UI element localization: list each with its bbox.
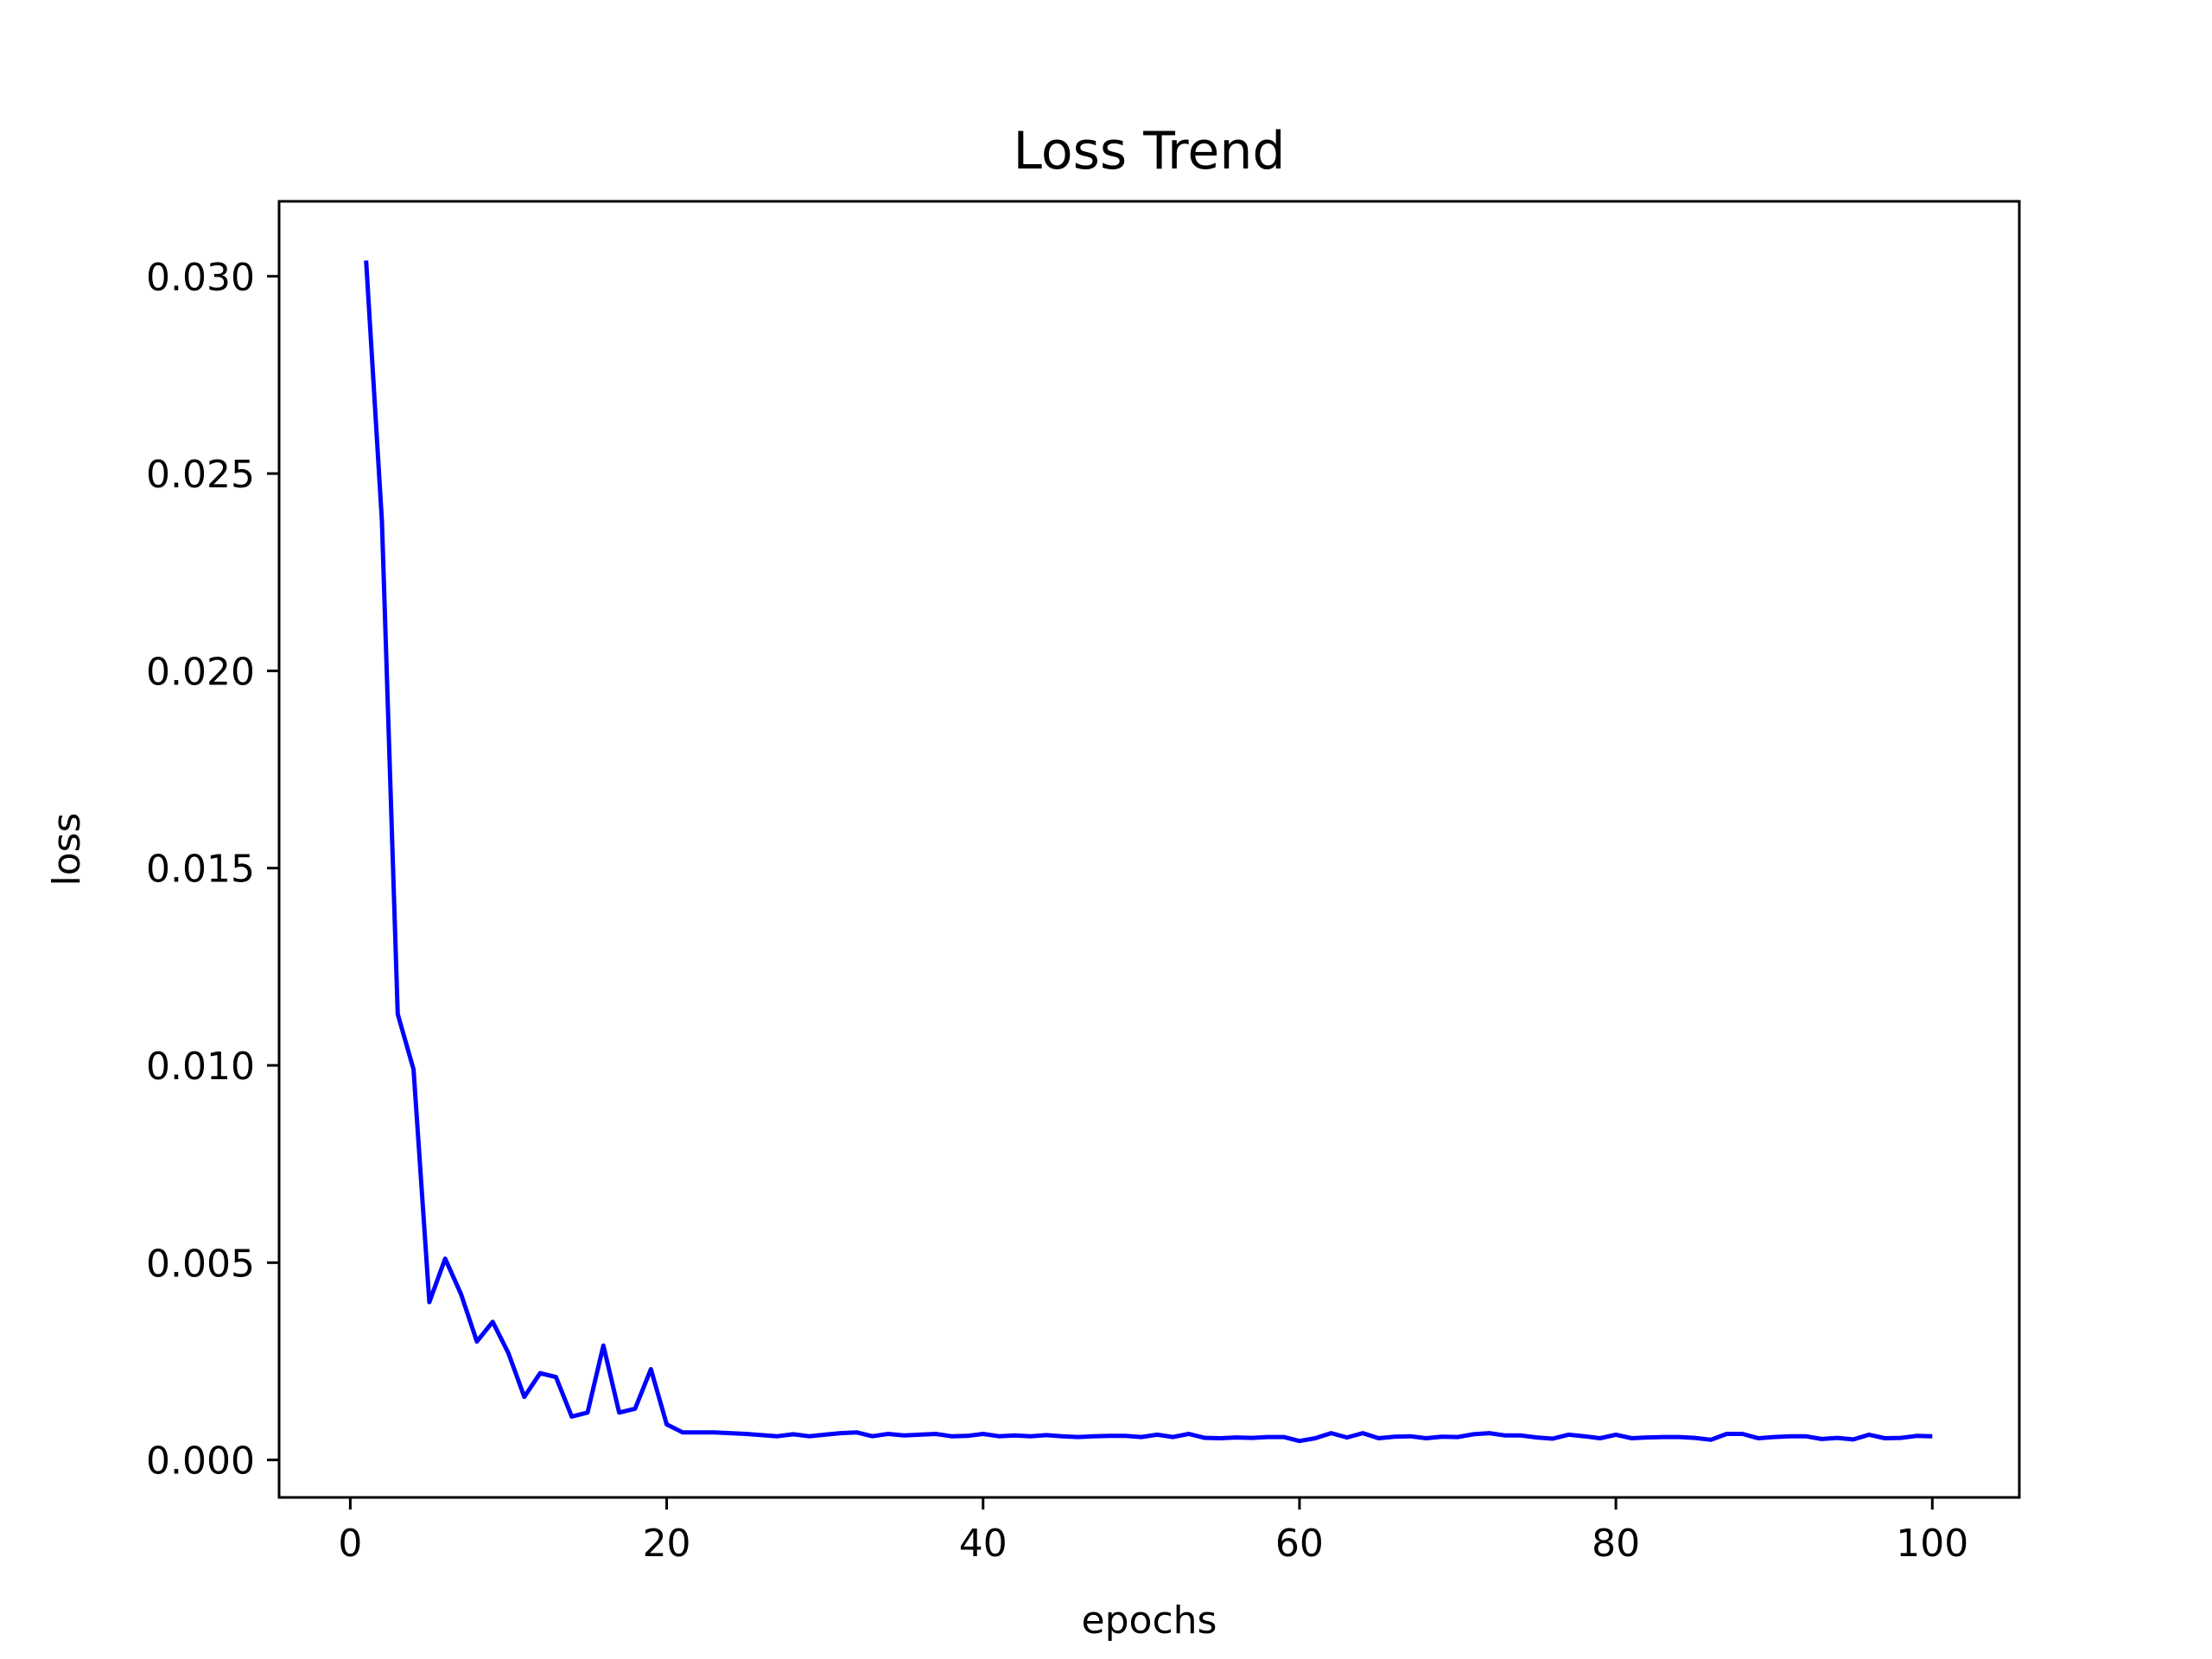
y-tick-label: 0.020 xyxy=(146,650,255,694)
y-tick-label: 0.005 xyxy=(146,1242,255,1286)
y-axis-label: loss xyxy=(45,813,89,887)
loss-series-line xyxy=(364,260,1933,1444)
y-tick-label: 0.030 xyxy=(146,256,255,300)
y-tick-label: 0.000 xyxy=(146,1440,255,1484)
x-axis-label: epochs xyxy=(1082,1599,1217,1643)
plot-frame xyxy=(277,200,2021,1499)
y-tick-label: 0.025 xyxy=(146,453,255,497)
x-tick-label: 80 xyxy=(1592,1522,1640,1566)
y-tick-label: 0.015 xyxy=(146,848,255,892)
x-tick-label: 60 xyxy=(1275,1522,1324,1566)
x-tick-label: 0 xyxy=(338,1522,362,1566)
y-tick-label: 0.010 xyxy=(146,1045,255,1089)
chart-title: Loss Trend xyxy=(1014,121,1286,181)
x-tick-label: 20 xyxy=(643,1522,691,1566)
x-tick-label: 100 xyxy=(1896,1522,1968,1566)
x-tick-label: 40 xyxy=(959,1522,1007,1566)
y-axis: 0.000 0.005 0.010 0.015 0.020 0.025 0.030 xyxy=(146,256,279,1484)
x-axis: 0 20 40 60 80 100 xyxy=(338,1497,1968,1566)
plot-area xyxy=(364,260,1933,1444)
